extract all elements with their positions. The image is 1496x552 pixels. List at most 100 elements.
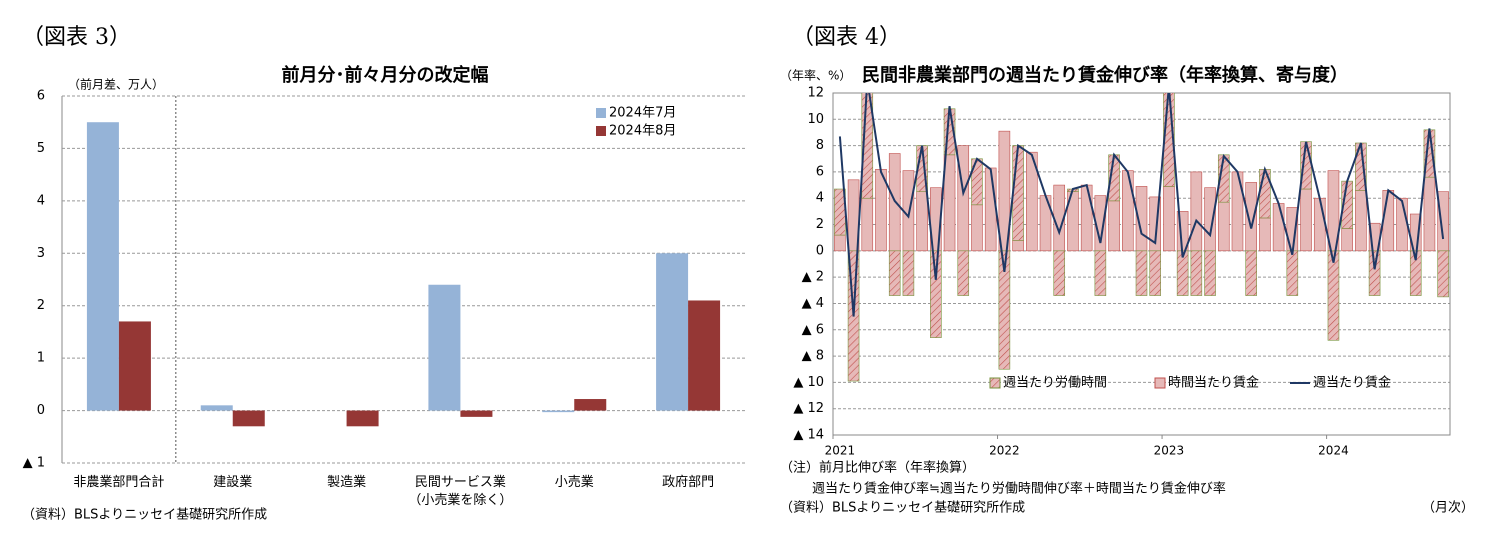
bar [232,410,265,427]
bar-segment [1053,250,1066,296]
bar-segment [1423,176,1436,252]
x-tick-label: 2023 [1154,444,1185,458]
bar-segment [1163,186,1175,252]
bar-segment [1355,190,1367,252]
y-tick-label: 3 [37,246,45,261]
y-tick-label: 0 [816,243,824,258]
bar [200,405,233,411]
bar-segment [1217,201,1230,252]
legend-label: 時間当たり賃金 [1168,375,1259,391]
bar-segment [1313,197,1326,252]
y-tick-label: 6 [37,89,45,104]
y-tick-label: 4 [37,193,45,208]
bar-segment [1327,250,1340,341]
y-tick-label: ▲ 1 [23,456,45,471]
bar-segment [1437,250,1449,298]
bar-segment [916,191,928,252]
bar-segment [861,93,874,199]
legend-swatch [989,377,1001,389]
y-unit-label: （前月差、万人） [68,77,164,92]
bar-segment [1094,250,1107,296]
y-tick-label: 1 [37,351,45,366]
plot-area [834,93,1449,382]
source: （資料）BLSよりニッセイ基礎研究所作成 [780,501,1025,516]
bar-segment [1286,250,1299,296]
bar [574,399,607,411]
figure-label: （図表 3） [22,25,131,50]
bar-segment [1080,184,1093,252]
bar-segment [1204,250,1216,296]
y-tick-label: 10 [807,112,824,127]
bar-segment [971,158,983,206]
bar-segment [1190,250,1203,296]
bar-segment [1012,145,1024,241]
y-tick-label: 0 [37,403,45,418]
bar-segment [957,145,970,252]
bar-segment [1368,250,1381,296]
y-tick-label: ▲ 2 [802,270,824,285]
x-tick-label: 政府部門 [662,475,715,490]
legend-label: 週当たり労働時間 [1003,376,1107,391]
source: （資料）BLSよりニッセイ基礎研究所作成 [22,508,267,523]
bar-segment [902,250,915,296]
bar [460,410,493,417]
y-tick-label: 5 [37,141,45,156]
x-tick-label: 小売業 [554,475,594,490]
x-tick-label: 2024 [1318,444,1349,458]
y-tick-label: ▲ 10 [793,375,824,390]
x-tick-label: 2021 [825,444,856,458]
legend-label: 2024年8月 [609,124,676,139]
y-tick-label: 12 [807,86,824,101]
x-tick-label: 非農業部門合計 [73,475,165,490]
x-unit-label: （月次） [1422,500,1474,516]
y-tick-label: ▲ 6 [802,322,824,337]
bar [346,410,379,427]
bar-segment [984,167,997,252]
bar-segment [1190,171,1203,252]
bar-segment [998,250,1011,370]
bar [656,253,689,411]
y-tick-label: ▲ 8 [802,349,824,364]
bar-segment [1026,151,1038,252]
chart-title: 民間非農業部門の週当たり賃金伸び率（年率換算、寄与度） [862,64,1348,86]
note: 週当たり賃金伸び率≒週当たり労働時間伸び率＋時間当たり賃金伸び率 [812,481,1226,497]
x-tick-label: 民間サービス業 （小売業を除く） [408,475,513,508]
bar-segment [1396,197,1408,252]
bar-segment [1108,200,1120,252]
y-tick-label: 4 [816,191,824,206]
bar-segment [1272,203,1285,252]
y-tick-label: 6 [816,164,824,179]
bar-segment [1245,250,1257,296]
bar [86,122,119,411]
x-tick-label: 製造業 [327,475,367,490]
x-tick-label: 建設業 [213,475,253,490]
y-tick-label: ▲ 14 [793,428,824,443]
plot-frame [832,92,1451,436]
y-tick-label: 8 [816,138,824,153]
bar-segment [1259,217,1271,252]
y-tick-label: ▲ 12 [793,401,824,416]
bar-segment [1122,170,1134,252]
bar-segment [861,197,874,252]
bar-segment [1382,190,1395,252]
bar-segment [834,234,846,252]
bar [688,300,721,411]
bar-segment [1341,228,1353,252]
y-unit-label: （年率、%） [780,68,851,83]
bar [428,284,461,411]
legend-label: 週当たり賃金 [1313,375,1391,391]
note: （注）前月比伸び率（年率換算） [780,460,975,476]
x-tick-label: 2022 [989,444,1020,458]
bar-segment [1135,250,1148,296]
bar-segment [930,250,942,338]
bar-segment [971,204,983,252]
legend-swatch [596,126,606,136]
bar-segment [1012,240,1024,252]
bar-segment [1149,250,1161,296]
bar [118,321,151,411]
chart-title: 前月分･前々月分の改定幅 [282,64,489,86]
bar-segment [1300,188,1312,252]
bar-segment [957,250,970,296]
